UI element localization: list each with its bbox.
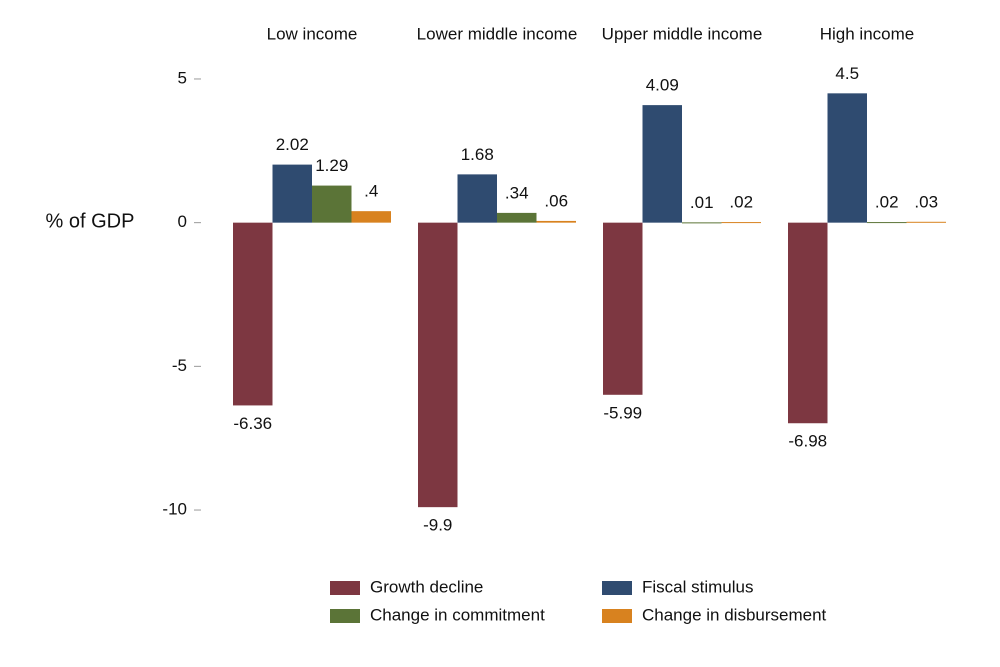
bar: [536, 220, 576, 223]
bar: [312, 185, 352, 223]
value-label: .02: [729, 193, 753, 212]
legend-swatch: [602, 609, 632, 623]
bar: [867, 222, 907, 224]
bar: [272, 164, 312, 223]
value-label: .4: [364, 182, 378, 201]
y-tick-label: -5: [172, 356, 187, 375]
bar: [603, 222, 643, 395]
y-tick-label: -10: [162, 500, 187, 519]
y-axis-label: % of GDP: [46, 210, 135, 232]
panel-title: Low income: [267, 24, 358, 43]
bar: [788, 222, 828, 424]
bar: [418, 222, 458, 508]
bar: [457, 174, 497, 223]
value-label: .02: [875, 193, 899, 212]
legend-label: Change in commitment: [370, 605, 545, 624]
value-label: .03: [914, 192, 938, 211]
legend-label: Change in disbursement: [642, 605, 827, 624]
value-label: -5.99: [603, 403, 642, 422]
bar: [642, 105, 682, 223]
bar: [827, 93, 867, 223]
legend-label: Fiscal stimulus: [642, 577, 753, 596]
legend-swatch: [330, 609, 360, 623]
panel-title: High income: [820, 24, 915, 43]
value-label: 1.68: [461, 145, 494, 164]
legend-swatch: [602, 581, 632, 595]
legend-swatch: [330, 581, 360, 595]
value-label: -9.9: [423, 516, 452, 535]
panel-title: Lower middle income: [417, 24, 578, 43]
bar: [497, 212, 537, 223]
y-tick-label: 0: [178, 212, 187, 231]
bar: [906, 221, 946, 223]
value-label: .06: [544, 191, 568, 210]
bar: [233, 222, 273, 406]
legend-label: Growth decline: [370, 577, 483, 596]
bar: [721, 222, 761, 224]
value-label: 4.5: [835, 64, 859, 83]
value-label: -6.98: [788, 432, 827, 451]
value-label: 2.02: [276, 135, 309, 154]
value-label: -6.36: [233, 414, 272, 433]
bar: [682, 222, 722, 224]
value-label: 4.09: [646, 76, 679, 95]
bar: [351, 211, 391, 223]
panel-title: Upper middle income: [602, 24, 763, 43]
y-tick-label: 5: [178, 68, 187, 87]
value-label: .34: [505, 183, 529, 202]
value-label: 1.29: [315, 156, 348, 175]
value-label: .01: [690, 193, 714, 212]
